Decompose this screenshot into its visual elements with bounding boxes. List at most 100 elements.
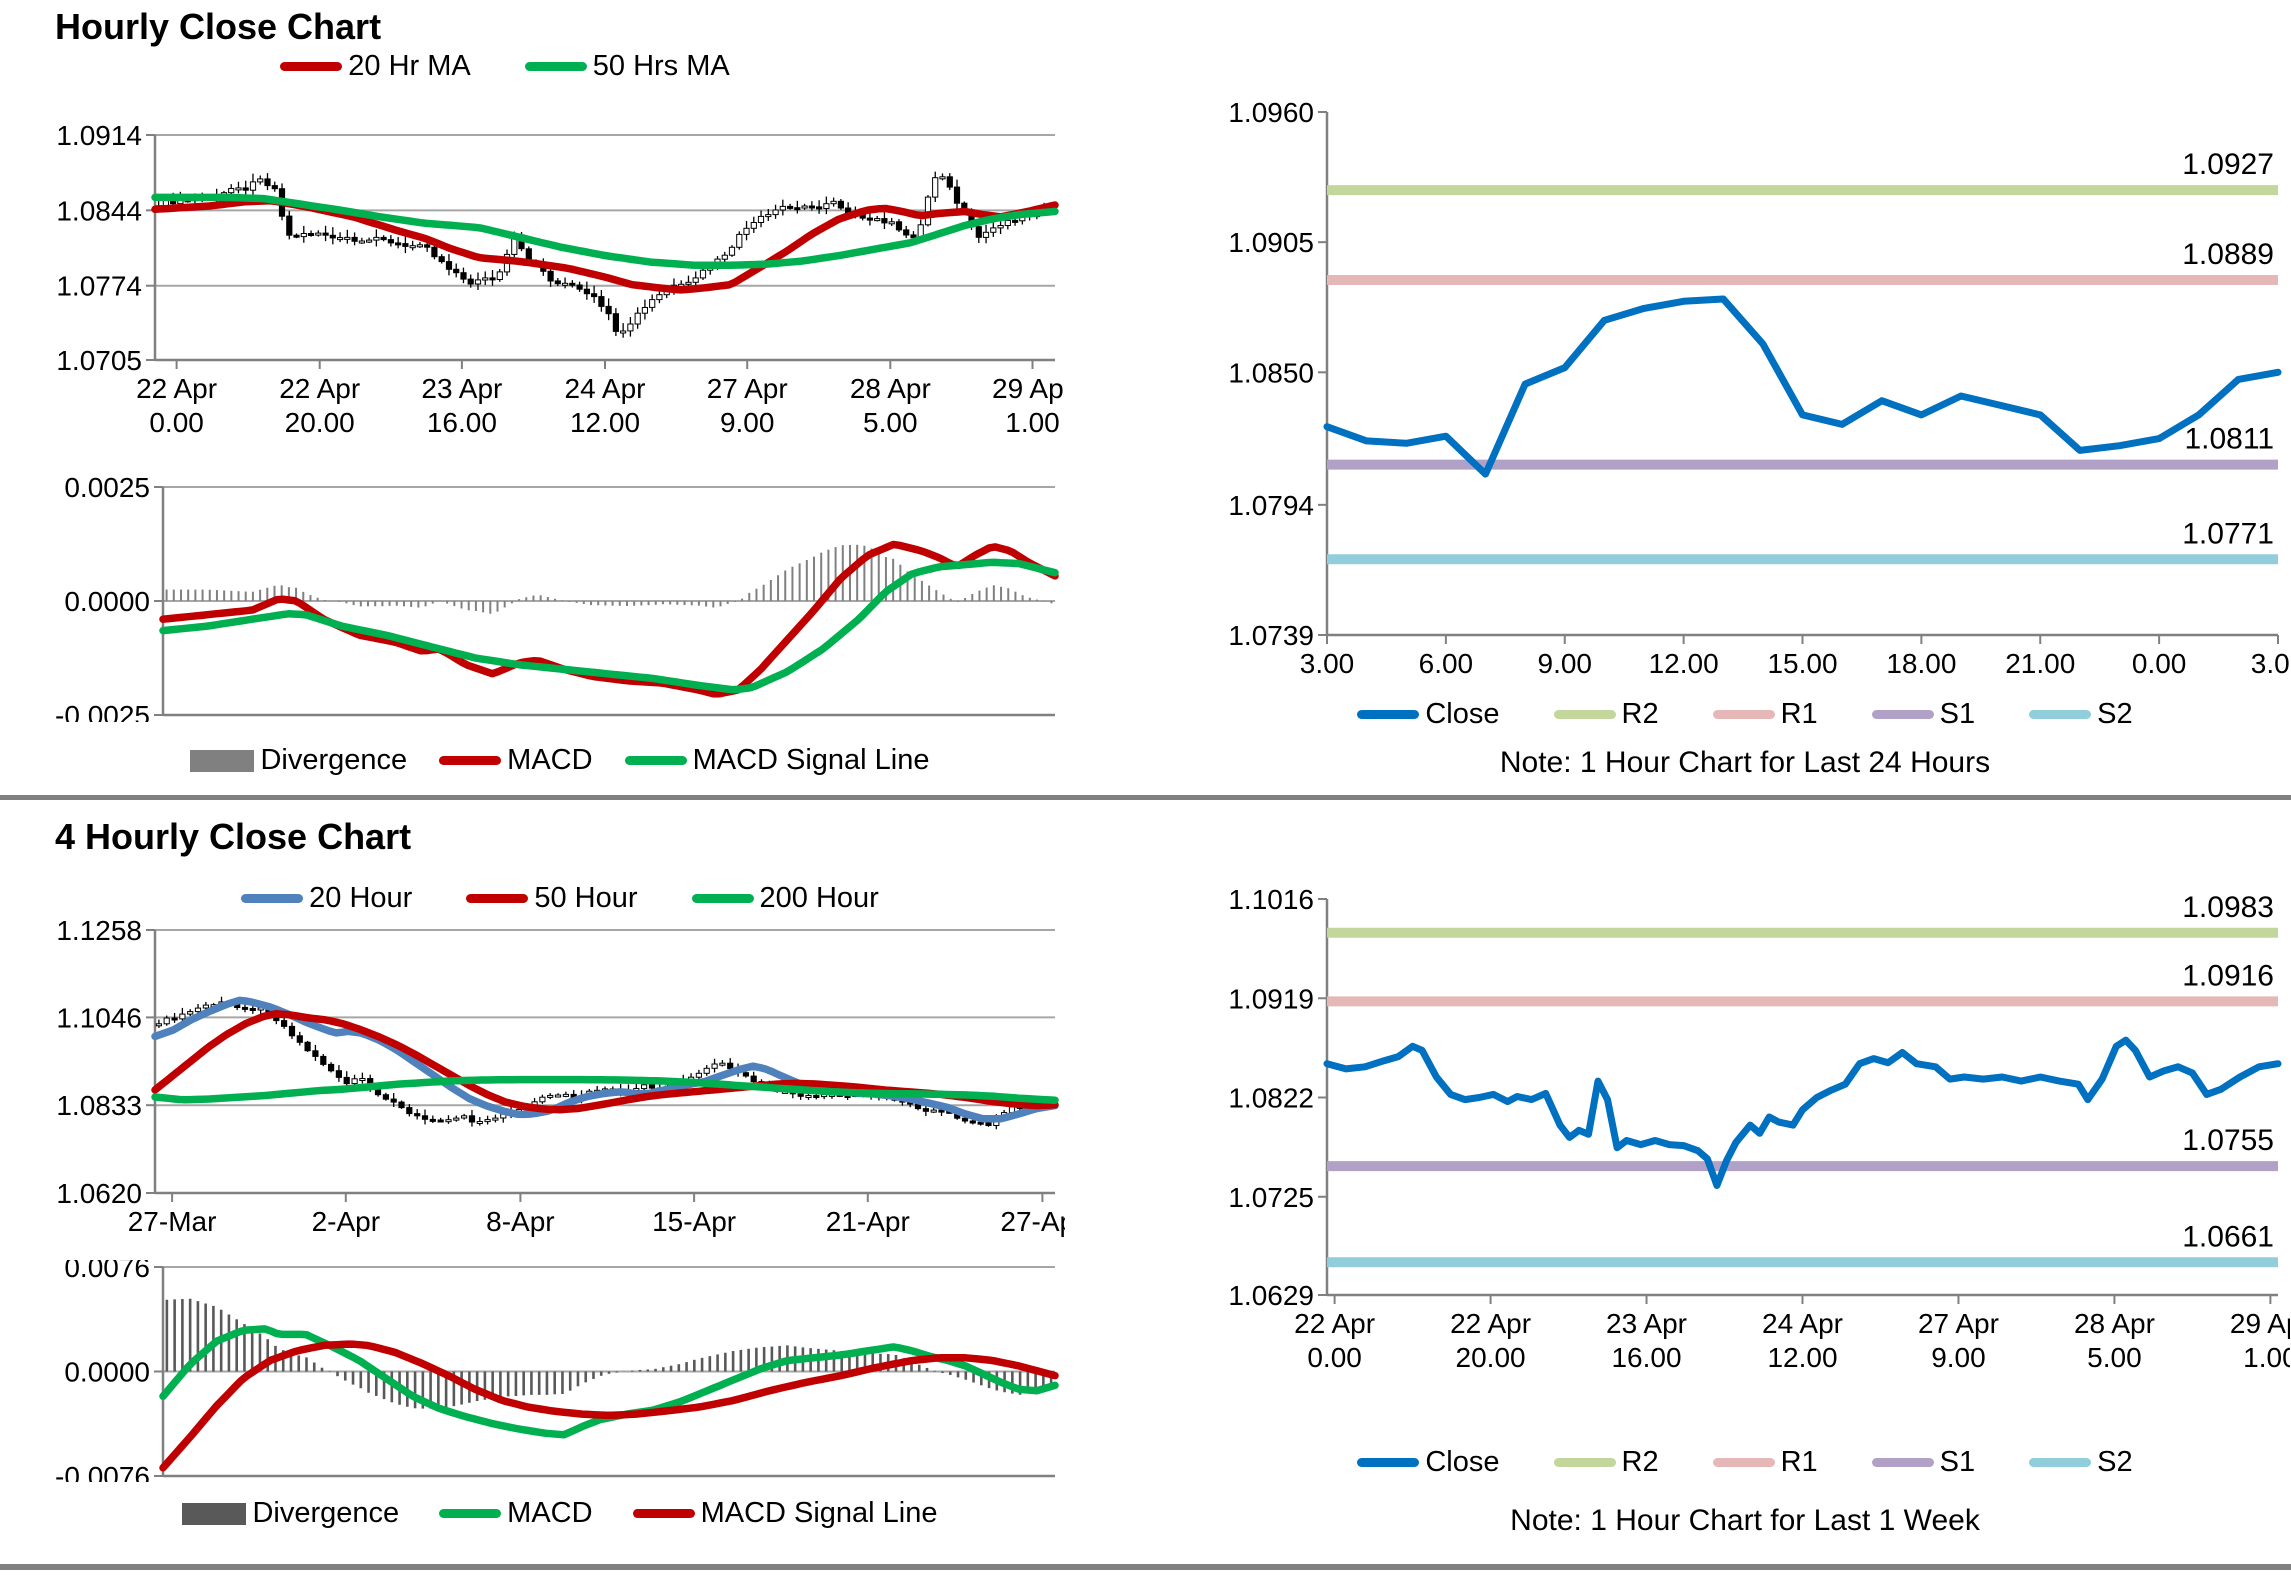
svg-text:22 Apr: 22 Apr (1450, 1308, 1531, 1339)
svg-text:0.0000: 0.0000 (64, 586, 150, 617)
svg-text:8-Apr: 8-Apr (486, 1206, 554, 1237)
legend-item-close: Close (1357, 698, 1500, 731)
svg-text:16.00: 16.00 (427, 407, 497, 437)
hourly-price-chart: 1.0914 1.0844 1.0774 1.0705 22 Apr 0.00 22 Apr… (55, 92, 1073, 442)
legend-item-s2: S2 (2029, 1446, 2133, 1479)
legend-item-s1: S1 (1871, 698, 1976, 731)
four-hourly-pivot-note: Note: 1 Hour Chart for Last 1 Week (1510, 1504, 1980, 1537)
svg-text:1.0725: 1.0725 (1228, 1182, 1314, 1213)
svg-text:1.0755: 1.0755 (2182, 1124, 2274, 1157)
legend-label: MACD (507, 744, 593, 776)
svg-text:3.00: 3.00 (2251, 648, 2290, 679)
hourly-section-title: Hourly Close Chart (55, 6, 382, 47)
svg-text:20.00: 20.00 (1456, 1342, 1526, 1373)
legend-item-r1: R1 (1712, 698, 1818, 731)
hourly-pivot-note: Note: 1 Hour Chart for Last 24 Hours (1499, 746, 1991, 779)
svg-text:-0.0025: -0.0025 (55, 700, 150, 722)
hourly-price-legend: 20 Hr MA 50 Hrs MA (55, 50, 955, 83)
svg-text:0.00: 0.00 (149, 407, 204, 437)
svg-text:15.00: 15.00 (1767, 648, 1837, 679)
s2-line-swatch-icon (2029, 710, 2092, 719)
r1-line-swatch-icon (1712, 1458, 1775, 1467)
legend-label: MACD Signal Line (692, 744, 930, 776)
page-bottom-divider (0, 1564, 2291, 1570)
svg-text:9.00: 9.00 (1931, 1342, 1986, 1373)
legend-item-macd-signal: MACD Signal Line (632, 1497, 938, 1530)
legend-label: S2 (2097, 1446, 2133, 1478)
svg-text:12.00: 12.00 (570, 407, 640, 437)
legend-label: R1 (1780, 698, 1818, 730)
svg-text:28 Apr: 28 Apr (850, 373, 931, 404)
svg-text:27 Apr: 27 Apr (1918, 1308, 1999, 1339)
svg-text:22 Apr: 22 Apr (136, 373, 217, 404)
svg-text:1.0620: 1.0620 (56, 1178, 142, 1209)
svg-text:0.00: 0.00 (2132, 648, 2187, 679)
blue-line-swatch-icon (1357, 710, 1420, 719)
svg-text:1.0739: 1.0739 (1228, 620, 1314, 651)
legend-item-s1: S1 (1871, 1446, 1976, 1479)
svg-text:1.1258: 1.1258 (56, 918, 142, 946)
legend-label: Close (1425, 1446, 1500, 1478)
svg-text:18.00: 18.00 (1886, 648, 1956, 679)
svg-text:1.1046: 1.1046 (56, 1002, 142, 1033)
legend-label: Divergence (252, 1497, 400, 1529)
svg-text:1.0794: 1.0794 (1228, 490, 1314, 521)
svg-text:6.00: 6.00 (1419, 648, 1474, 679)
four-hourly-pivot-chart: 1.1016 1.0919 1.0822 1.0725 1.0629 22 Apr 0.00… (1200, 875, 2291, 1382)
svg-text:27-Apr: 27-Apr (1000, 1206, 1065, 1237)
s1-line-swatch-icon (1871, 1458, 1934, 1467)
svg-text:1.0705: 1.0705 (56, 345, 142, 376)
legend-item-r1: R1 (1712, 1446, 1818, 1479)
legend-item-20hour: 20 Hour (241, 882, 412, 915)
four-hourly-macd-chart: 0.0076 0.0000 -0.0076 (55, 1252, 1065, 1492)
legend-label: S1 (1939, 698, 1976, 730)
hourly-pivot-legend: Close R2 R1 S1 S2 (1200, 698, 2290, 731)
svg-text:1.0774: 1.0774 (56, 271, 142, 302)
svg-text:1.0661: 1.0661 (2182, 1220, 2274, 1253)
section-divider (0, 795, 2291, 800)
svg-text:1.0889: 1.0889 (2182, 238, 2274, 271)
r1-line-swatch-icon (1712, 710, 1775, 719)
legend-label: MACD (507, 1497, 593, 1529)
gray-box-swatch-icon (190, 749, 255, 772)
hourly-macd-legend: Divergence MACD MACD Signal Line (55, 744, 1065, 777)
red-line-swatch-icon (466, 894, 529, 903)
legend-item-divergence: Divergence (190, 744, 407, 777)
red-line-swatch-icon (280, 62, 343, 71)
legend-label: 20 Hr MA (348, 50, 471, 82)
svg-text:0.0076: 0.0076 (64, 1260, 150, 1283)
legend-label: S1 (1939, 1446, 1976, 1478)
legend-item-r2: R2 (1553, 698, 1659, 731)
four-hourly-price-chart: 1.1258 1.1046 1.0833 1.0620 27-Mar 2-Apr 8-Apr… (55, 915, 1084, 1253)
svg-text:27 Apr: 27 Apr (707, 373, 788, 404)
svg-text:1.0833: 1.0833 (56, 1090, 142, 1121)
fourh-macd-svg: 0.0076 0.0000 -0.0076 (55, 1252, 1059, 1492)
s1-line-swatch-icon (1871, 710, 1934, 719)
legend-label: 50 Hrs MA (592, 50, 730, 82)
red-line-swatch-icon (632, 1509, 695, 1518)
legend-item-divergence: Divergence (182, 1497, 399, 1530)
four-hourly-section-title: 4 Hourly Close Chart (55, 816, 412, 857)
blue-line-swatch-icon (241, 894, 304, 903)
svg-text:1.00: 1.00 (2243, 1342, 2290, 1373)
svg-text:29 Apr: 29 Apr (992, 373, 1065, 404)
svg-text:2-Apr: 2-Apr (312, 1206, 380, 1237)
red-line-swatch-icon (439, 756, 502, 765)
svg-text:9.00: 9.00 (1538, 648, 1593, 679)
svg-text:23 Apr: 23 Apr (421, 373, 502, 404)
svg-text:1.0822: 1.0822 (1228, 1083, 1314, 1114)
legend-item-20hr-ma: 20 Hr MA (280, 50, 471, 83)
svg-text:-0.0076: -0.0076 (55, 1461, 150, 1482)
svg-text:1.0983: 1.0983 (2182, 891, 2274, 924)
svg-text:24 Apr: 24 Apr (565, 373, 646, 404)
s2-line-swatch-icon (2029, 1458, 2092, 1467)
svg-text:23 Apr: 23 Apr (1606, 1308, 1687, 1339)
legend-label: 20 Hour (309, 882, 413, 914)
svg-text:1.0844: 1.0844 (56, 195, 142, 226)
svg-text:1.0811: 1.0811 (2184, 423, 2274, 456)
svg-text:12.00: 12.00 (1649, 648, 1719, 679)
svg-text:16.00: 16.00 (1611, 1342, 1681, 1373)
